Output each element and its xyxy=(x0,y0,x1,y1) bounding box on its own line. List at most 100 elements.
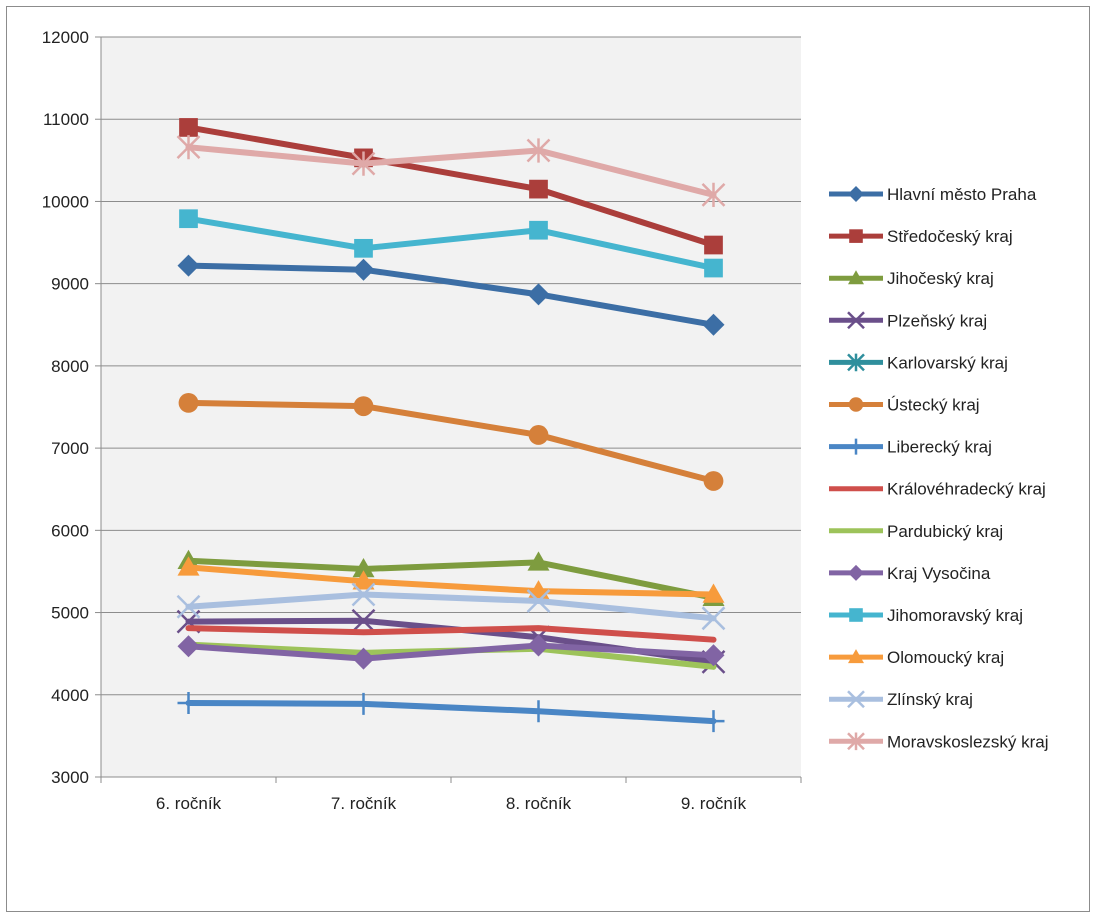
data-point xyxy=(179,209,198,229)
legend-swatch-marker xyxy=(849,229,863,243)
data-point xyxy=(529,220,548,240)
legend-item: Moravskoslezský kraj xyxy=(829,732,1049,751)
y-tick-label: 3000 xyxy=(51,768,89,787)
legend: Hlavní město Praha Středočeský kraj Jihoče… xyxy=(829,185,1049,751)
legend-item: Hlavní město Praha xyxy=(829,185,1037,204)
legend-item: Královéhradecký kraj xyxy=(829,480,1046,499)
legend-swatch-marker xyxy=(849,608,863,622)
y-tick-label: 4000 xyxy=(51,686,89,705)
data-point xyxy=(353,396,374,417)
legend-item: Karlovarský kraj xyxy=(829,353,1008,372)
data-point xyxy=(177,556,200,576)
data-point xyxy=(352,692,375,715)
legend-label: Karlovarský kraj xyxy=(887,353,1008,372)
series-line xyxy=(185,591,717,622)
legend-swatch-marker xyxy=(848,186,864,202)
series-line xyxy=(185,215,717,272)
legend-item: Plzeňský kraj xyxy=(829,311,987,330)
series-line xyxy=(185,642,717,662)
data-point xyxy=(702,644,725,667)
data-point xyxy=(704,258,723,278)
data-point xyxy=(702,583,725,603)
legend-label: Plzeňský kraj xyxy=(887,311,987,330)
legend-swatch-marker xyxy=(848,270,864,285)
data-point xyxy=(704,235,723,255)
data-point xyxy=(701,182,726,207)
y-tick-label: 6000 xyxy=(51,521,89,540)
data-point xyxy=(527,634,550,657)
legend-item: Olomoucký kraj xyxy=(829,648,1004,667)
data-point xyxy=(527,283,550,306)
x-tick-label: 9. ročník xyxy=(681,794,747,813)
data-point xyxy=(702,313,725,336)
legend-item: Středočeský kraj xyxy=(829,227,1013,246)
line-chart: 3000 4000 5000 6000 7000 8000 9000 10000 11000 12… xyxy=(42,28,1049,813)
series-1 xyxy=(177,254,725,336)
data-point xyxy=(179,118,198,137)
series-11 xyxy=(179,209,723,278)
legend-label: Pardubický kraj xyxy=(887,522,1003,541)
legend-label: Zlínský kraj xyxy=(887,690,973,709)
legend-swatch-marker xyxy=(848,438,864,455)
data-point xyxy=(527,700,550,723)
data-point xyxy=(526,138,551,163)
y-tick-label: 8000 xyxy=(51,357,89,376)
legend-swatch-marker xyxy=(848,397,864,412)
data-point xyxy=(527,551,550,571)
data-point xyxy=(702,710,725,733)
series-line xyxy=(185,262,717,328)
data-point xyxy=(351,608,376,633)
data-point xyxy=(701,606,726,631)
data-point xyxy=(352,570,375,590)
data-point xyxy=(354,238,373,258)
legend-item: Pardubický kraj xyxy=(829,522,1003,541)
series-8 xyxy=(185,625,717,643)
series-10 xyxy=(177,634,725,670)
legend-item: Jihočeský kraj xyxy=(829,269,994,288)
series-6 xyxy=(178,392,724,491)
legend-label: Hlavní město Praha xyxy=(887,185,1037,204)
series-line xyxy=(185,124,717,249)
legend-item: Zlínský kraj xyxy=(829,690,973,709)
legend-label: Kraj Vysočina xyxy=(887,564,991,583)
data-point xyxy=(176,135,201,160)
data-point xyxy=(703,471,724,491)
legend-swatch-marker xyxy=(848,564,864,581)
legend-swatch-marker xyxy=(847,311,865,330)
legend-swatch-marker xyxy=(848,649,864,664)
series-lines xyxy=(176,118,726,733)
legend-item: Kraj Vysočina xyxy=(829,564,991,583)
series-line xyxy=(185,564,717,598)
series-line xyxy=(185,625,717,643)
legend-label: Jihomoravský kraj xyxy=(887,606,1023,625)
legend-label: Královéhradecký kraj xyxy=(887,480,1046,499)
series-14 xyxy=(176,135,726,207)
legend-label: Ústecký kraj xyxy=(887,396,980,415)
series-line xyxy=(185,144,717,198)
legend-swatch-marker xyxy=(847,732,865,751)
x-tick-label: 8. ročník xyxy=(506,794,572,813)
legend-swatch-marker xyxy=(847,690,865,709)
y-tick-label: 9000 xyxy=(51,275,89,294)
data-point xyxy=(352,557,375,578)
data-point xyxy=(529,179,548,199)
data-point xyxy=(351,151,376,176)
y-tick-label: 7000 xyxy=(51,439,89,458)
series-7 xyxy=(177,692,725,733)
data-point xyxy=(528,425,549,445)
data-point xyxy=(176,594,201,619)
y-tick-label: 10000 xyxy=(42,192,89,211)
y-tick-label: 11000 xyxy=(43,110,89,129)
data-point xyxy=(351,582,376,607)
data-point xyxy=(352,258,375,281)
legend-swatch-marker xyxy=(847,353,865,372)
gridlines xyxy=(101,36,801,778)
data-point xyxy=(178,392,199,413)
legend-label: Středočeský kraj xyxy=(887,227,1013,246)
y-tick-label: 12000 xyxy=(42,28,89,47)
data-point xyxy=(177,635,200,658)
chart-frame: 3000 4000 5000 6000 7000 8000 9000 10000 11000 12… xyxy=(6,6,1090,912)
series-line xyxy=(185,399,717,484)
legend-label: Liberecký kraj xyxy=(887,438,992,457)
data-point xyxy=(352,647,375,670)
